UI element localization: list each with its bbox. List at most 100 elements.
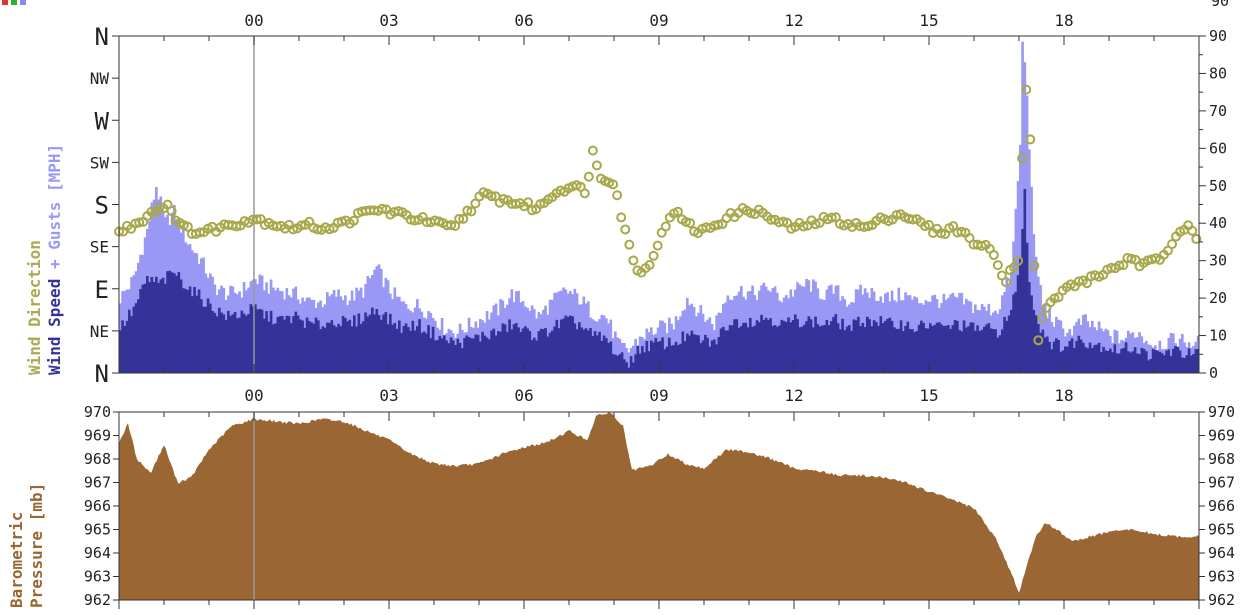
- speed-bar: [1120, 348, 1123, 373]
- speed-bar: [1115, 353, 1119, 373]
- direction-tick-label: S: [95, 192, 109, 220]
- speed-bar: [175, 275, 178, 373]
- gust-bar: [1115, 330, 1119, 373]
- speed-bar: [418, 319, 421, 373]
- direction-tick-label: N: [95, 360, 109, 388]
- speed-bar: [731, 325, 734, 373]
- speed-bar: [1194, 349, 1198, 373]
- speed-bar: [125, 320, 129, 373]
- speed-bar: [893, 327, 896, 373]
- speed-bar: [976, 325, 979, 373]
- speed-bar: [436, 340, 439, 373]
- speed-bar: [897, 328, 901, 373]
- speed-bar: [479, 341, 482, 373]
- speed-bar: [584, 328, 588, 373]
- speed-bar: [1106, 351, 1110, 373]
- gust-bar: [1181, 333, 1184, 373]
- speed-bar: [1192, 354, 1195, 373]
- pressure-left-tick-label: 968: [84, 450, 111, 468]
- direction-point: [231, 221, 242, 232]
- speed-bar: [245, 315, 248, 373]
- speed-bar: [443, 335, 446, 373]
- speed-bar: [710, 340, 714, 373]
- speed-bar: [535, 340, 538, 373]
- gusts-label: Gusts [MPH]: [45, 144, 64, 250]
- speed-bar: [1048, 341, 1051, 373]
- speed-bar: [353, 315, 356, 373]
- speed-bar: [544, 327, 547, 373]
- speed-bar: [652, 342, 655, 373]
- speed-bar: [578, 322, 581, 373]
- speed-bar: [773, 325, 777, 373]
- speed-bar: [659, 341, 662, 373]
- speed-bar: [589, 327, 592, 373]
- speed-bar: [827, 325, 831, 373]
- direction-point: [1025, 134, 1036, 145]
- speed-bar: [733, 319, 736, 373]
- speed-bar: [611, 354, 615, 373]
- speed-bar: [938, 322, 941, 373]
- right-y-tick-label: 40: [1209, 214, 1227, 232]
- direction-point: [486, 191, 497, 202]
- direction-point: [446, 220, 457, 231]
- speed-bar: [398, 320, 401, 373]
- speed-bar: [942, 326, 946, 373]
- speed-bar: [1163, 355, 1166, 373]
- speed-bar: [193, 286, 196, 373]
- speed-bar: [978, 330, 982, 373]
- speed-bar: [524, 326, 527, 373]
- speed-bar: [830, 321, 833, 373]
- speed-bar: [726, 330, 730, 373]
- speed-bar: [242, 313, 246, 373]
- direction-label: Wind Direction: [25, 240, 44, 375]
- speed-bar: [881, 323, 885, 373]
- gust-bar: [1183, 342, 1186, 373]
- speed-bar: [1066, 346, 1069, 373]
- pressure-right-tick-label: 967: [1208, 474, 1235, 492]
- speed-bar: [200, 299, 203, 373]
- speed-bar: [411, 320, 415, 373]
- speed-bar: [744, 322, 748, 373]
- speed-bar: [362, 321, 365, 373]
- speed-bar: [272, 324, 275, 373]
- speed-bar: [677, 345, 680, 373]
- speed-bar: [1030, 295, 1033, 373]
- direction-tick-label: SW: [90, 153, 110, 172]
- speed-bar: [1014, 291, 1018, 373]
- speed-bar: [197, 289, 201, 373]
- speed-bar: [359, 323, 363, 373]
- speed-bar: [742, 322, 745, 373]
- pressure-left-tick-label: 962: [84, 591, 111, 609]
- direction-point: [587, 145, 598, 156]
- speed-bar: [564, 315, 568, 373]
- direction-point: [672, 206, 683, 217]
- pressure-right-tick-label: 968: [1208, 450, 1235, 468]
- speed-bar: [413, 330, 417, 373]
- speed-bar: [213, 312, 217, 373]
- speed-bar: [931, 326, 934, 373]
- speed-bar: [1151, 348, 1155, 373]
- speed-bar: [904, 325, 907, 373]
- gust-bar: [1021, 41, 1024, 373]
- gust-bar: [1014, 208, 1018, 373]
- speed-bar: [573, 323, 577, 373]
- speed-bar: [301, 320, 304, 373]
- speed-bar: [769, 318, 772, 373]
- speed-bar: [1142, 349, 1146, 373]
- speed-bar: [1070, 338, 1074, 373]
- right-y-tick-label: 70: [1209, 102, 1227, 120]
- speed-bar: [641, 346, 644, 373]
- direction-point: [608, 179, 619, 190]
- speed-bar: [953, 319, 957, 373]
- x-tick-label-top: 00: [244, 11, 263, 30]
- speed-bar: [850, 330, 853, 373]
- wind-right-y-ticks: 0 10 20 30 40 50 60 70 80 90: [1199, 27, 1227, 382]
- direction-tick-label: NE: [90, 322, 109, 341]
- speed-bar: [1169, 356, 1173, 373]
- speed-bar: [485, 337, 489, 373]
- speed-bar: [920, 320, 923, 373]
- speed-bar: [922, 322, 925, 373]
- speed-bar: [281, 315, 284, 373]
- direction-point: [652, 240, 663, 251]
